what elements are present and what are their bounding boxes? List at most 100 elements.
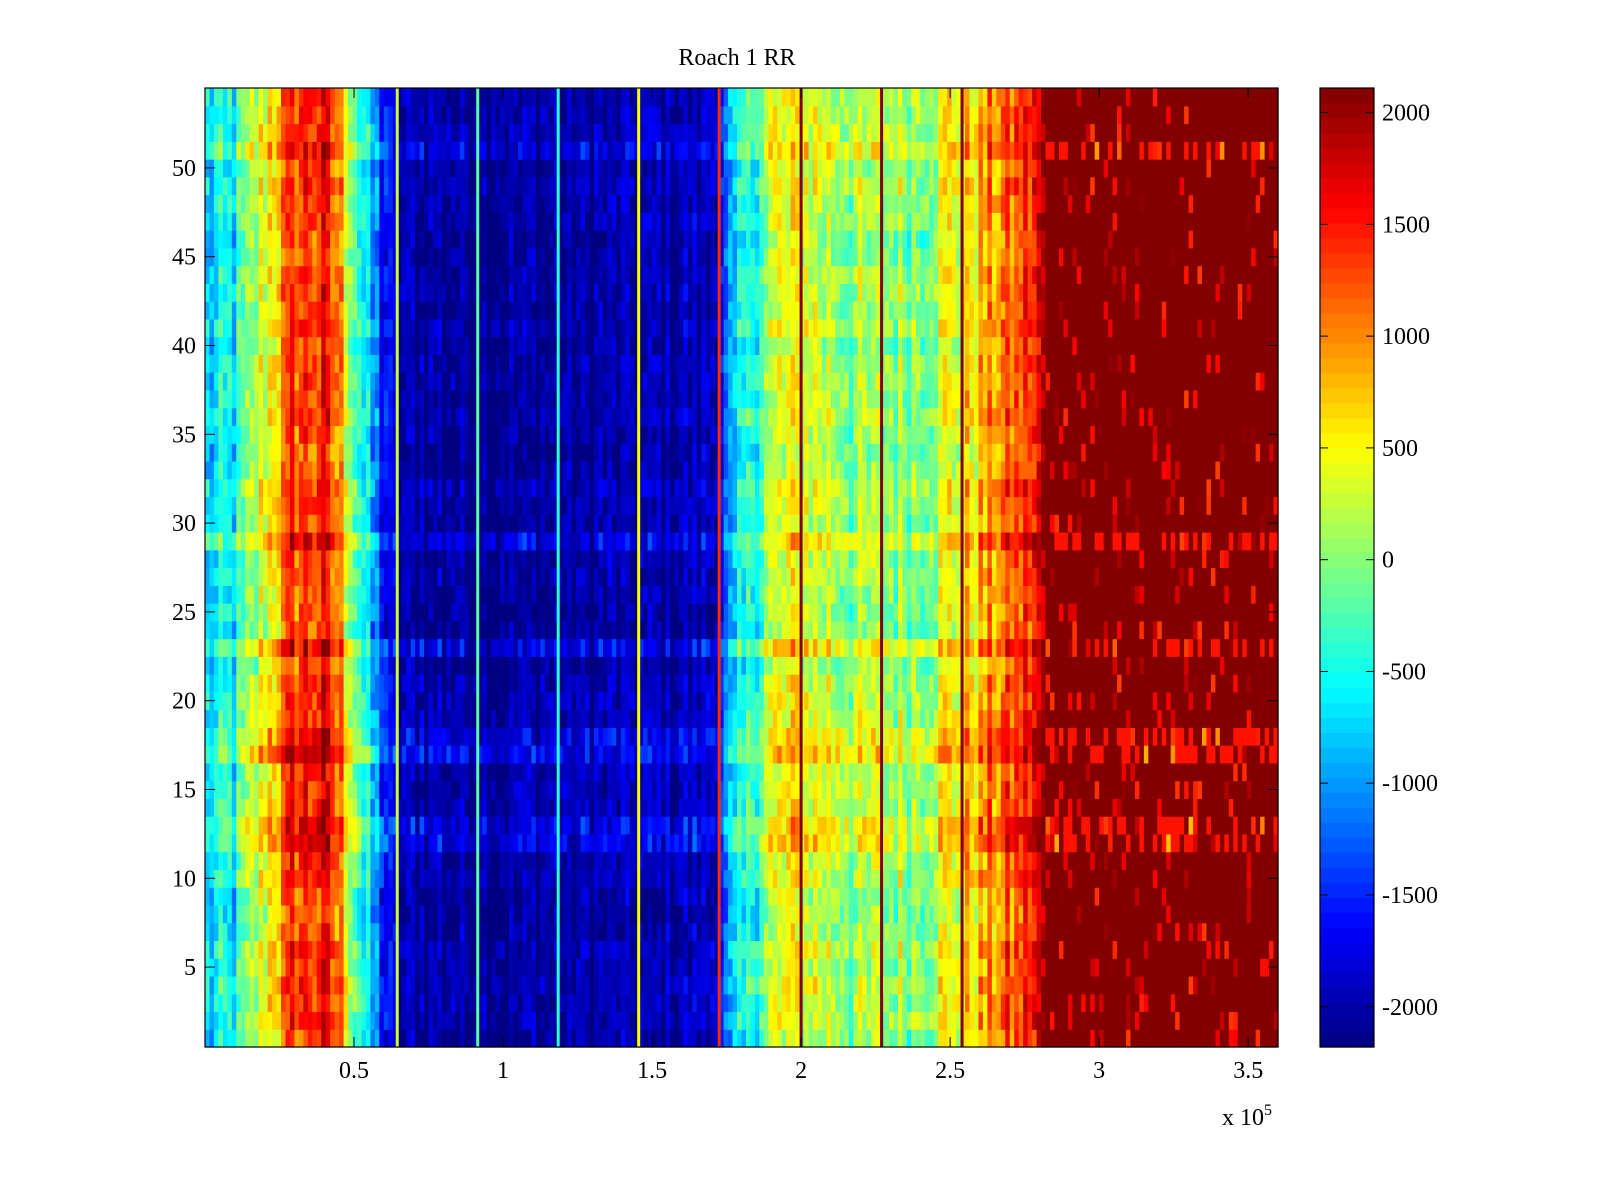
heatmap-cell (495, 1011, 501, 1030)
heatmap-cell (817, 887, 823, 906)
heatmap-cell (1224, 780, 1230, 799)
heatmap-cell (790, 940, 796, 959)
heatmap-cell (1233, 745, 1239, 764)
heatmap-cell (889, 887, 895, 906)
heatmap-cell (723, 709, 729, 728)
heatmap-cell (477, 816, 483, 835)
heatmap-cell (830, 887, 836, 906)
heatmap-cell (750, 709, 756, 728)
heatmap-cell (298, 762, 304, 782)
heatmap-cell (1251, 869, 1257, 888)
heatmap-cell (920, 1029, 926, 1048)
heatmap-cell (357, 780, 363, 799)
heatmap-cell (638, 727, 644, 746)
heatmap-cell (526, 904, 532, 924)
heatmap-cell (1202, 745, 1208, 764)
heatmap-cell (1125, 833, 1132, 853)
heatmap-cell (1121, 887, 1127, 906)
heatmap-cell (710, 922, 716, 942)
heatmap-cell (231, 1029, 237, 1048)
heatmap-cell (254, 922, 260, 942)
heatmap-cell (1041, 798, 1047, 817)
heatmap-cell (1054, 958, 1060, 977)
heatmap-cell (361, 745, 367, 764)
heatmap-cell (410, 762, 416, 782)
heatmap-cell (1090, 798, 1096, 817)
heatmap-cell (1121, 922, 1127, 942)
heatmap-cell (1264, 940, 1270, 959)
heatmap-cell (1193, 691, 1199, 711)
heatmap-cell (504, 887, 510, 906)
heatmap-cell (1081, 869, 1087, 888)
heatmap-cell (1014, 958, 1020, 977)
heatmap-cell (857, 940, 863, 959)
heatmap-cell (428, 993, 434, 1013)
heatmap-cell (625, 904, 631, 924)
heatmap-cell (906, 798, 912, 817)
heatmap-cell (500, 851, 506, 871)
heatmap-cell (1264, 904, 1270, 924)
heatmap-cell (830, 940, 836, 959)
heatmap-cell (826, 958, 832, 977)
heatmap-cell (312, 780, 318, 799)
heatmap-cell (531, 869, 537, 888)
heatmap-cell (1188, 709, 1194, 728)
heatmap-cell (526, 691, 532, 711)
heatmap-cell (839, 691, 845, 711)
heatmap-cell (844, 816, 850, 835)
heatmap-cell (933, 940, 939, 959)
heatmap-cell (915, 869, 921, 888)
heatmap-cell (643, 887, 649, 906)
heatmap-cell (298, 1011, 304, 1030)
heatmap-cell (307, 691, 313, 711)
heatmap-cell (388, 745, 394, 764)
heatmap-cell (580, 993, 586, 1013)
heatmap-cell (857, 674, 863, 693)
heatmap-cell (455, 958, 461, 977)
heatmap-cell (1023, 798, 1029, 817)
heatmap-cell (1134, 922, 1140, 942)
heatmap-cell (240, 958, 246, 977)
heatmap-cell (665, 851, 671, 871)
heatmap-cell (763, 904, 769, 924)
heatmap-cell (406, 691, 412, 711)
heatmap-cell (267, 940, 273, 959)
heatmap-cell (719, 833, 725, 853)
heatmap-cell (379, 780, 385, 799)
heatmap-cell (1219, 993, 1225, 1013)
heatmap-cell (424, 816, 430, 835)
heatmap-cell (473, 674, 479, 693)
heatmap-cell (1188, 798, 1194, 817)
heatmap-cell (464, 904, 470, 924)
heatmap-cell (509, 887, 515, 906)
heatmap-cell (602, 975, 608, 995)
heatmap-cell (459, 851, 465, 871)
heatmap-cell (1076, 940, 1082, 959)
heatmap-cell (352, 816, 358, 835)
heatmap-cell (526, 709, 532, 728)
heatmap-cell (294, 922, 300, 942)
heatmap-cell (276, 869, 282, 888)
heatmap-cell (544, 851, 550, 871)
heatmap-cell (589, 904, 595, 924)
heatmap-cell (754, 887, 760, 906)
heatmap-cell (245, 709, 251, 728)
heatmap-cell (728, 975, 734, 995)
heatmap-cell (866, 922, 872, 942)
heatmap-cell (1193, 851, 1199, 871)
heatmap-cell (790, 1029, 796, 1048)
heatmap-cell (1233, 1011, 1239, 1030)
heatmap-cell (687, 887, 693, 906)
heatmap-cell (1081, 798, 1087, 817)
heatmap-cell (817, 780, 823, 799)
heatmap-cell (1130, 798, 1136, 817)
heatmap-cell (1233, 798, 1239, 817)
heatmap-cell (531, 851, 537, 871)
heatmap-cell (911, 958, 917, 977)
heatmap-cell (1090, 993, 1096, 1013)
heatmap-cell (607, 1011, 613, 1030)
heatmap-cell (611, 780, 617, 799)
heatmap-cell (1255, 727, 1261, 746)
heatmap-cell (996, 851, 1002, 871)
heatmap-cell (1251, 798, 1257, 817)
